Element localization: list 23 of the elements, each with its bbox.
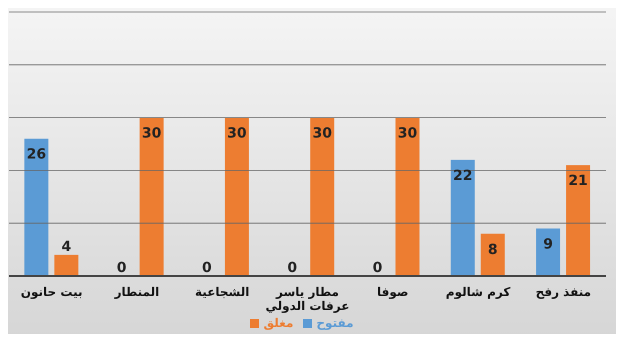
data-label: 0	[372, 260, 383, 276]
legend-label: مفتوح	[316, 316, 354, 330]
data-label: 30	[398, 126, 418, 142]
data-label: 9	[543, 236, 553, 252]
data-label: 4	[61, 238, 72, 255]
data-label: 26	[26, 146, 46, 163]
x-tick-label: مطار ياسر عرفات الدولي	[266, 285, 350, 313]
data-label: 22	[453, 168, 473, 184]
data-label: 21	[568, 173, 588, 190]
x-tick-label: منفذ رفح	[536, 285, 592, 299]
x-tick-label: كرم شالوم	[446, 285, 510, 299]
data-label: 0	[116, 260, 127, 276]
x-tick-label: صوفا	[377, 285, 409, 299]
data-label: 0	[287, 260, 298, 276]
data-label: 30	[142, 126, 162, 142]
legend-label: مغلق	[263, 316, 294, 330]
x-tick-label: الشجاعية	[195, 285, 250, 299]
data-label: 0	[202, 260, 212, 276]
data-label: 30	[312, 126, 332, 142]
data-label: 8	[488, 242, 498, 258]
x-tick-label: المنطار	[114, 285, 160, 299]
data-label: 30	[227, 126, 247, 142]
x-tick-label: بيت حانون	[20, 285, 82, 299]
